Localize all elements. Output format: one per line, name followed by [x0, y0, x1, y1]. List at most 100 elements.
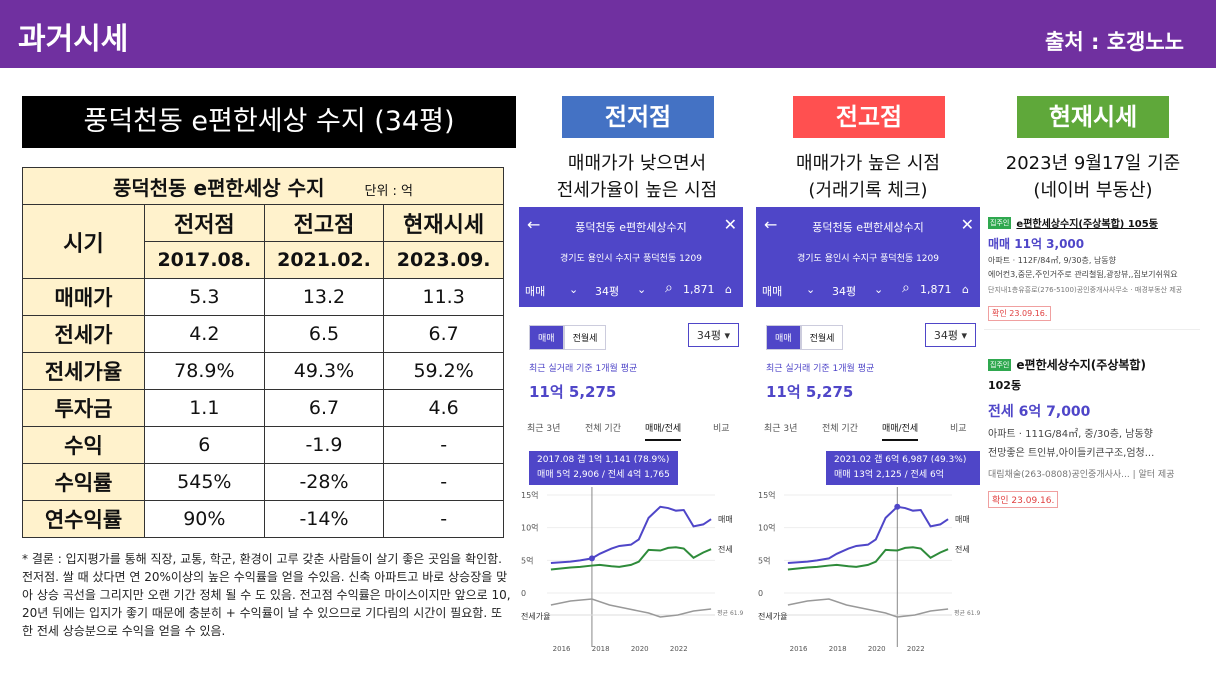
table-row: 전세가 4.2 6.5 6.7 — [22, 315, 504, 353]
conclusion-note: * 결론 : 입지평가를 통해 직장, 교통, 학군, 환경이 고루 갖춘 사람… — [22, 552, 511, 638]
pyeong-filter[interactable]: 34평 — [595, 285, 620, 298]
toggle-rent[interactable]: 전월세 — [563, 325, 607, 350]
tab-all[interactable]: 전체 기간 — [822, 424, 858, 434]
complex-address: 경기도 용인시 수지구 풍덕천동 1209 — [797, 254, 939, 264]
tab-3y[interactable]: 최근 3년 — [527, 424, 561, 434]
period-header: 시기 — [22, 204, 145, 279]
app-screenshot: ← ✕ 풍덕천동 e편한세상수지 경기도 용인시 수지구 풍덕천동 1209 매… — [519, 207, 743, 655]
table-cell: 545% — [144, 463, 265, 501]
series-line — [550, 546, 712, 571]
label-low: 전저점 — [562, 96, 714, 138]
x-tick-label: 2020 — [631, 645, 649, 653]
listing-card[interactable]: 집주인 e편한세상수지(주상복합) 105동 매매 11억 3,000 아파트 … — [984, 204, 1200, 330]
toggle-sale[interactable]: 매매 — [766, 325, 801, 350]
table-cell: 4.6 — [383, 389, 504, 427]
marker-point — [588, 555, 595, 562]
search-icon[interactable]: ⌕ — [902, 280, 910, 296]
listing-name[interactable]: e편한세상수지(주상복합) 105동 — [1016, 219, 1158, 230]
desc-line: 매매가가 높은 시점 — [796, 153, 940, 174]
tooltip-line: 2017.08 갭 1억 1,141 (78.9%) — [537, 455, 670, 465]
summary-table: 풍덕천동 e편한세상 수지 단위 : 억 시기 전저점 전고점 현재시세 2017… — [22, 167, 504, 538]
table-cell: 4.2 — [144, 315, 265, 353]
listing-count: 1,871 — [683, 283, 715, 296]
series-label: 전세 — [718, 544, 733, 554]
table-cell: 11.3 — [383, 278, 504, 316]
trade-filter[interactable]: 매매 — [525, 285, 546, 298]
x-tick-label: 2016 — [553, 645, 571, 653]
search-icon[interactable]: ⌕ — [665, 280, 673, 296]
desc-line: 전세가율이 높은 시점 — [556, 180, 718, 201]
tab-sale-rent[interactable]: 매매/전세 — [882, 421, 919, 441]
table-row: 연수익률 90% -14% - — [22, 500, 504, 538]
table-header-row: 시기 전저점 전고점 현재시세 — [22, 204, 504, 279]
table-cell: -28% — [263, 463, 385, 501]
trade-toggle: 매매 전월세 — [766, 325, 844, 350]
chart-tabs: 최근 3년 전체 기간 매매/전세 비교 — [756, 419, 980, 443]
table-cell: - — [383, 426, 504, 464]
chevron-down-icon: ⌄ — [569, 283, 579, 296]
tab-sale-rent[interactable]: 매매/전세 — [645, 421, 682, 441]
listing-name[interactable]: e편한세상수지(주상복합) — [1016, 358, 1146, 372]
bell-icon[interactable]: ⌂ — [962, 283, 969, 296]
x-tick-label: 2022 — [907, 645, 925, 653]
close-icon[interactable]: ✕ — [723, 215, 737, 234]
back-arrow-icon[interactable]: ← — [527, 215, 541, 234]
y-tick-label: 0 — [758, 589, 763, 598]
owner-badge: 집주인 — [988, 216, 1012, 229]
row-label: 연수익률 — [22, 500, 145, 538]
series-line — [787, 505, 949, 564]
tab-all[interactable]: 전체 기간 — [585, 424, 621, 434]
chevron-down-icon: ⌄ — [874, 283, 884, 296]
table-unit: 단위 : 억 — [364, 183, 414, 199]
tab-compare[interactable]: 비교 — [713, 424, 730, 434]
tooltip-line: 2021.02 갭 6억 6,987 (49.3%) — [834, 455, 967, 465]
desc-line: (네이버 부동산) — [1033, 180, 1153, 201]
toggle-rent[interactable]: 전월세 — [800, 325, 844, 350]
table-cell: 6 — [144, 426, 265, 464]
table-cell: 6.5 — [263, 315, 385, 353]
table-cell: 59.2% — [383, 352, 504, 390]
table-cell: 5.3 — [144, 278, 265, 316]
table-cell: 49.3% — [263, 352, 385, 390]
ratio-line — [550, 598, 712, 618]
table-row: 수익률 545% -28% - — [22, 463, 504, 501]
pyeong-select[interactable]: 34평 ▾ — [687, 323, 739, 347]
marker-point — [894, 503, 901, 510]
series-label: 전세 — [955, 544, 970, 554]
listing-features: 전망좋은 트인뷰,아이들키큰구조,엄청... — [988, 448, 1155, 459]
desc-high: 매매가가 높은 시점 (거래기록 체크) — [758, 150, 978, 204]
chart-tooltip: 2017.08 갭 1억 1,141 (78.9%) 매매 5억 2,906 /… — [529, 451, 678, 485]
listing-agent: 단지내1층유흥로(276-5100)공인중개사사무소 · 매경부동산 제공 — [988, 286, 1183, 294]
table-cell: 13.2 — [263, 278, 385, 316]
y-tick-label: 10억 — [521, 523, 539, 533]
row-label: 전세가율 — [22, 352, 145, 390]
listing-features: 에어컨3,중문,주인거주로 관리철됨,광장뷰,,집보기쉬워요 — [988, 270, 1178, 279]
table-row: 전세가율 78.9% 49.3% 59.2% — [22, 352, 504, 390]
listing-card[interactable]: 집주인 e편한세상수지(주상복합) 102동 전세 6억 7,000 아파트 ·… — [984, 348, 1200, 508]
x-tick-label: 2018 — [592, 645, 610, 653]
listing-price: 매매 11억 3,000 — [988, 237, 1085, 251]
trade-filter[interactable]: 매매 — [762, 285, 783, 298]
chart-tooltip: 2021.02 갭 6억 6,987 (49.3%) 매매 13억 2,125 … — [826, 451, 980, 495]
main-title: 풍덕천동 e편한세상 수지 (34평) — [22, 96, 516, 148]
chevron-down-icon: ⌄ — [806, 283, 816, 296]
tab-3y[interactable]: 최근 3년 — [764, 424, 798, 434]
y-tick-label: 0 — [521, 589, 526, 598]
tab-compare[interactable]: 비교 — [950, 424, 967, 434]
pyeong-select[interactable]: 34평 ▾ — [924, 323, 976, 347]
chart-tabs: 최근 3년 전체 기간 매매/전세 비교 — [519, 419, 743, 443]
app-top-bar: ← ✕ 풍덕천동 e편한세상수지 경기도 용인시 수지구 풍덕천동 1209 매… — [756, 207, 980, 307]
confirm-badge: 확인 23.09.16. — [988, 491, 1059, 508]
ratio-end-label: 평균 61.9% — [717, 609, 743, 617]
close-icon[interactable]: ✕ — [960, 215, 974, 234]
bell-icon[interactable]: ⌂ — [725, 283, 732, 296]
complex-name: 풍덕천동 e편한세상수지 — [575, 221, 687, 234]
back-arrow-icon[interactable]: ← — [764, 215, 778, 234]
y-tick-label: 10억 — [758, 523, 776, 533]
toggle-sale[interactable]: 매매 — [529, 325, 564, 350]
table-cell: 90% — [144, 500, 265, 538]
row-label: 매매가 — [22, 278, 145, 316]
pyeong-filter[interactable]: 34평 — [832, 285, 857, 298]
